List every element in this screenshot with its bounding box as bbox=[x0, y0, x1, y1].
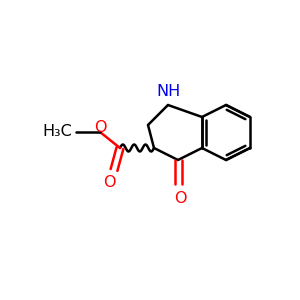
Text: H₃C: H₃C bbox=[42, 124, 72, 140]
Text: NH: NH bbox=[156, 83, 180, 98]
Text: O: O bbox=[94, 120, 106, 135]
Text: O: O bbox=[103, 175, 115, 190]
Text: O: O bbox=[174, 191, 186, 206]
